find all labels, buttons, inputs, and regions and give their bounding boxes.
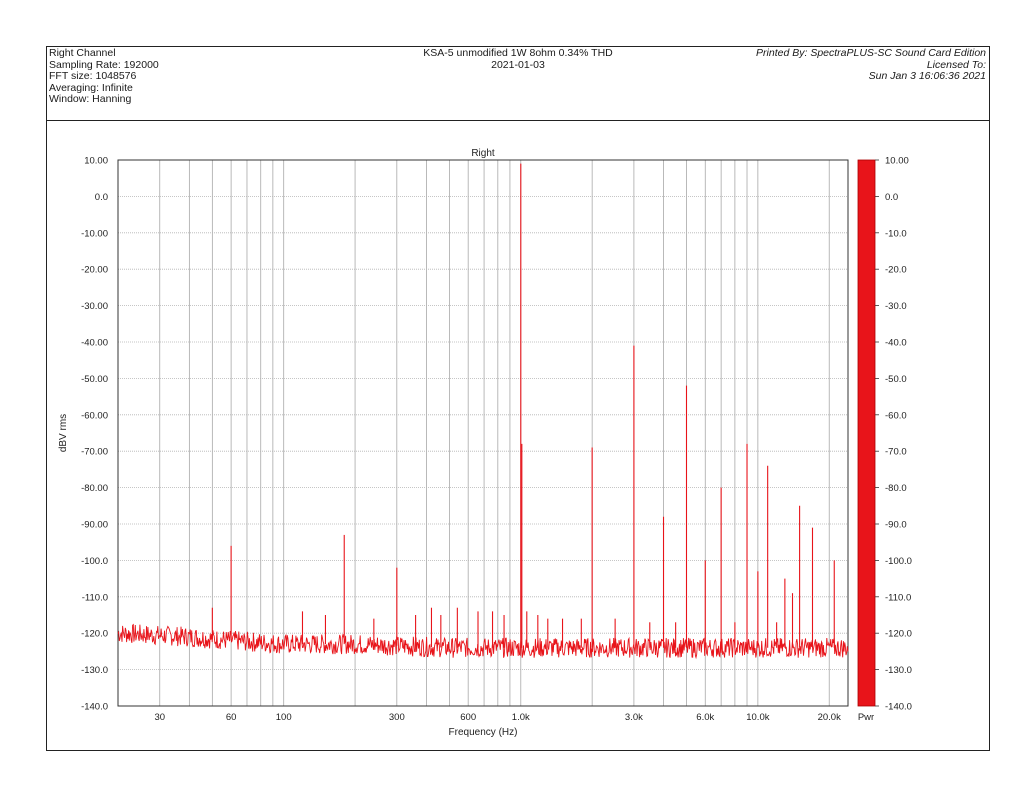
- y-tick-label-right: -90.0: [885, 520, 907, 531]
- y-tick-label-right: -50.0: [885, 374, 907, 385]
- y-tick-label-right: -140.0: [885, 702, 912, 713]
- header-window: Window: Hanning: [49, 93, 132, 105]
- y-tick-label-right: -120.0: [885, 629, 912, 640]
- header-licensed-to: Licensed To:: [926, 58, 986, 71]
- y-tick-label-left: -30.00: [81, 301, 108, 312]
- y-tick-label-right: -110.0: [885, 592, 911, 603]
- colorbar-layer: [857, 159, 876, 707]
- x-axis-label: Frequency (Hz): [449, 727, 518, 738]
- header-info-left: Right Channel Sampling Rate: 192000 FFT …: [49, 47, 159, 106]
- y-tick-label-left: -120.0: [81, 629, 108, 640]
- colorbar-label: Pwr: [858, 712, 874, 723]
- text-layer: Right 10.00 0.0 -10.00 -20.00 -30.00 -40.00 -50…: [58, 148, 912, 738]
- y-tick-label-left: -100.0: [81, 556, 108, 567]
- header-info-center: KSA-5 unmodified 1W 8ohm 0.34% THD 2021-…: [423, 47, 613, 71]
- x-tick-label: 20.0k: [818, 712, 841, 723]
- y-tick-label-right: -130.0: [885, 665, 912, 676]
- y-tick-label-left: -140.0: [81, 702, 108, 713]
- y-tick-label-left: -90.00: [81, 520, 108, 531]
- x-tick-label: 10.0k: [746, 712, 769, 723]
- x-tick-label: 300: [389, 712, 405, 723]
- header-printed-by: Printed By: SpectraPLUS-SC Sound Card Ed…: [756, 47, 986, 59]
- header-sampling-rate: Sampling Rate: 192000: [49, 58, 159, 71]
- header-channel: Right Channel: [49, 47, 116, 59]
- header-fft-size: FFT size: 1048576: [49, 70, 137, 82]
- header-averaging: Averaging: Infinite: [49, 81, 133, 94]
- x-tick-label: 30: [154, 712, 165, 723]
- header-test-title: KSA-5 unmodified 1W 8ohm 0.34% THD: [423, 47, 613, 59]
- y-tick-label-left: -40.00: [81, 338, 108, 349]
- y-tick-label-left: -50.00: [81, 374, 108, 385]
- x-tick-label: 1.0k: [512, 712, 530, 723]
- x-tick-label: 6.0k: [696, 712, 714, 723]
- y-tick-label-right: -40.0: [885, 338, 907, 349]
- y-tick-label-right: -20.0: [885, 265, 907, 276]
- x-tick-label: 600: [460, 712, 476, 723]
- header-info-right: Printed By: SpectraPLUS-SC Sound Card Ed…: [756, 47, 986, 83]
- header-print-time: Sun Jan 3 16:06:36 2021: [868, 70, 986, 82]
- y-tick-label-right: -80.0: [885, 483, 907, 494]
- y-tick-label-right: -10.0: [885, 228, 907, 239]
- y-tick-label-left: -130.0: [81, 665, 108, 676]
- power-color-bar: [857, 159, 876, 707]
- y-tick-label-left: -10.00: [81, 228, 108, 239]
- y-tick-label-left: 10.00: [84, 156, 108, 167]
- y-tick-label-left: -110.0: [82, 592, 108, 603]
- x-tick-label: 100: [276, 712, 292, 723]
- y-tick-label-left: -70.00: [81, 447, 108, 458]
- y-tick-label-right: -30.0: [885, 301, 907, 312]
- y-tick-label-right: -100.0: [885, 556, 912, 567]
- x-tick-label: 60: [226, 712, 237, 723]
- plot-frame: [46, 46, 990, 751]
- y-tick-label-left: -20.00: [81, 265, 108, 276]
- y-tick-label-right: 10.00: [885, 156, 909, 167]
- header-divider: [46, 120, 990, 121]
- x-tick-label: 3.0k: [625, 712, 643, 723]
- y-tick-label-right: -60.0: [885, 410, 907, 421]
- y-tick-label-right: 0.0: [885, 192, 898, 203]
- noise-floor-trace: [117, 623, 849, 660]
- chart-title: Right: [471, 148, 495, 159]
- y-tick-label-left: 0.0: [95, 192, 108, 203]
- y-tick-label-left: -80.00: [81, 483, 108, 494]
- y-axis-label: dBV rms: [58, 414, 69, 452]
- plot-area-border: [117, 159, 849, 707]
- y-tick-label-left: -60.00: [81, 410, 108, 421]
- plot-border-layer: [117, 159, 849, 707]
- grid-layer: [118, 159, 848, 707]
- y-tick-label-right: -70.0: [885, 447, 907, 458]
- header-test-date: 2021-01-03: [491, 58, 545, 71]
- series-layer: [117, 163, 849, 660]
